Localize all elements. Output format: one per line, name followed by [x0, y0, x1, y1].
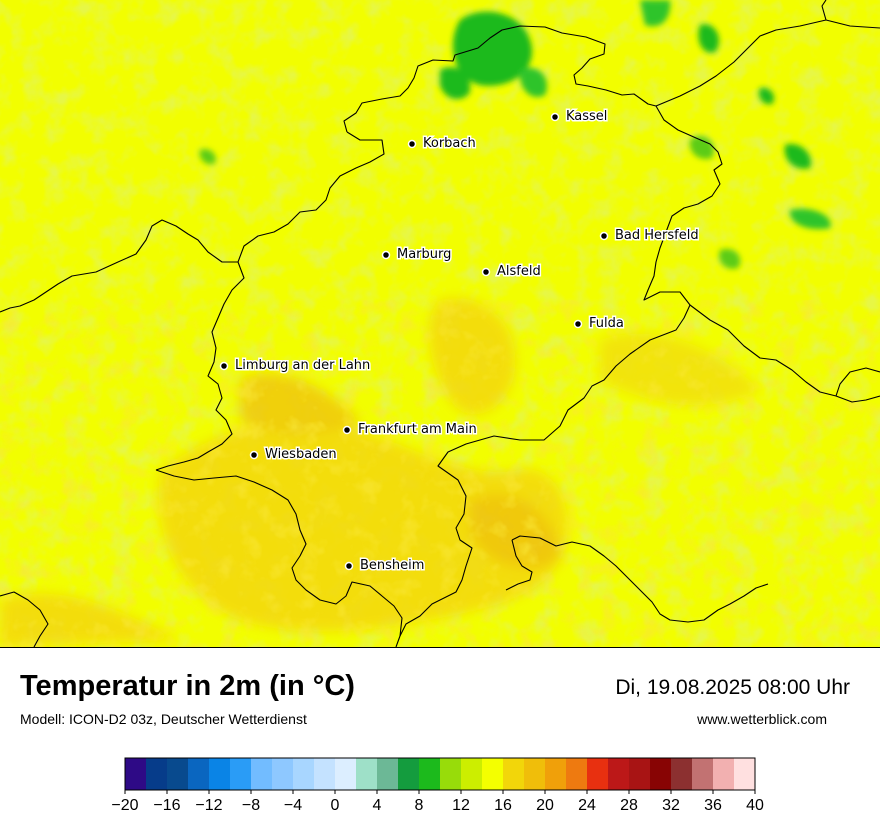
colorbar-swatch: [419, 758, 441, 790]
colorbar-swatch: [167, 758, 189, 790]
colorbar-swatch: [356, 758, 378, 790]
city-label: Bensheim: [360, 558, 424, 573]
colorbar-swatch: [377, 758, 399, 790]
colorbar-swatches: [125, 758, 756, 790]
colorbar-tick-label: 0: [331, 797, 340, 814]
colorbar-swatch: [566, 758, 588, 790]
colorbar-tick-label: 4: [373, 797, 382, 814]
colorbar-swatch: [230, 758, 252, 790]
city-label: Kassel: [566, 109, 607, 124]
colorbar-tick-label: 32: [662, 797, 680, 814]
city-label: Wiesbaden: [265, 447, 337, 462]
city-korbach: Korbach: [407, 135, 477, 153]
colorbar-swatch: [671, 758, 693, 790]
city-label: Fulda: [589, 316, 624, 331]
city-label: Alsfeld: [497, 264, 541, 279]
noise-orange-layer: [0, 300, 880, 647]
map-canvas: Kassel Korbach Bad Hersfeld Marburg Alsf…: [0, 0, 880, 647]
city-frankfurt: Frankfurt am Main: [342, 421, 478, 439]
colorbar-swatch: [734, 758, 756, 790]
colorbar-swatch: [272, 758, 294, 790]
city-limburg: Limburg an der Lahn: [219, 357, 372, 375]
colorbar-swatch: [335, 758, 357, 790]
colorbar-swatch: [314, 758, 336, 790]
colorbar-swatch: [692, 758, 714, 790]
colorbar-tick-label: −8: [242, 797, 260, 814]
colorbar-tick-label: −12: [195, 797, 222, 814]
colorbar-swatch: [293, 758, 315, 790]
forecast-datetime: Di, 19.08.2025 08:00 Uhr: [615, 676, 850, 699]
temperature-colorbar: −20 −16 −12 −8 −4 0 4 8 12 16 20 24 28 32 36 40: [111, 757, 764, 814]
city-label: Marburg: [397, 247, 451, 262]
colorbar-tick-label: 28: [620, 797, 638, 814]
colorbar-swatch: [608, 758, 630, 790]
colorbar-swatch: [188, 758, 210, 790]
city-bad-hersfeld: Bad Hersfeld: [599, 227, 700, 245]
colorbar-swatch: [251, 758, 273, 790]
model-subtitle: Modell: ICON-D2 03z, Deutscher Wetterdie…: [20, 711, 307, 727]
colorbar-tick-label: −20: [111, 797, 138, 814]
city-layer: Kassel Korbach Bad Hersfeld Marburg Alsf…: [219, 108, 700, 575]
cool-zones: [199, 0, 831, 269]
colorbar-tick-label: 24: [578, 797, 596, 814]
colorbar-swatch: [482, 758, 504, 790]
colorbar-swatch: [125, 758, 147, 790]
colorbar-swatch: [146, 758, 168, 790]
colorbar-swatch: [398, 758, 420, 790]
colorbar-tick-label: 8: [415, 797, 424, 814]
city-wiesbaden: Wiesbaden: [249, 446, 338, 464]
city-label: Frankfurt am Main: [358, 422, 477, 437]
colorbar-tick-label: −4: [284, 797, 302, 814]
city-label: Bad Hersfeld: [615, 228, 699, 243]
colorbar-tick-label: −16: [153, 797, 180, 814]
colorbar-tick-label: 16: [494, 797, 512, 814]
city-label: Limburg an der Lahn: [235, 358, 370, 373]
city-kassel: Kassel: [550, 108, 609, 126]
borders: [0, 0, 880, 647]
colorbar-tick-label: 40: [746, 797, 764, 814]
colorbar-swatch: [629, 758, 651, 790]
colorbar-swatch: [461, 758, 483, 790]
colorbar-swatch: [524, 758, 546, 790]
colorbar-swatch: [440, 758, 462, 790]
colorbar-swatch: [713, 758, 735, 790]
chart-title: Temperatur in 2m (in °C): [20, 670, 355, 702]
colorbar-frame: [124, 757, 756, 791]
website-label: www.wetterblick.com: [697, 711, 827, 727]
colorbar-swatch: [545, 758, 567, 790]
colorbar-tick-label: 12: [452, 797, 470, 814]
colorbar-swatch: [209, 758, 231, 790]
city-marburg: Marburg: [381, 246, 453, 264]
colorbar-ticks: −20 −16 −12 −8 −4 0 4 8 12 16 20 24 28 32 36 40: [111, 790, 764, 814]
colorbar-swatch: [650, 758, 672, 790]
colorbar-swatch: [503, 758, 525, 790]
city-bensheim: Bensheim: [344, 557, 426, 575]
temperature-map: Kassel Korbach Bad Hersfeld Marburg Alsf…: [0, 0, 880, 648]
colorbar-tick-label: 20: [536, 797, 554, 814]
city-label: Korbach: [423, 136, 476, 151]
colorbar-tick-label: 36: [704, 797, 722, 814]
city-fulda: Fulda: [573, 315, 625, 333]
city-alsfeld: Alsfeld: [481, 263, 542, 281]
colorbar-swatch: [587, 758, 609, 790]
